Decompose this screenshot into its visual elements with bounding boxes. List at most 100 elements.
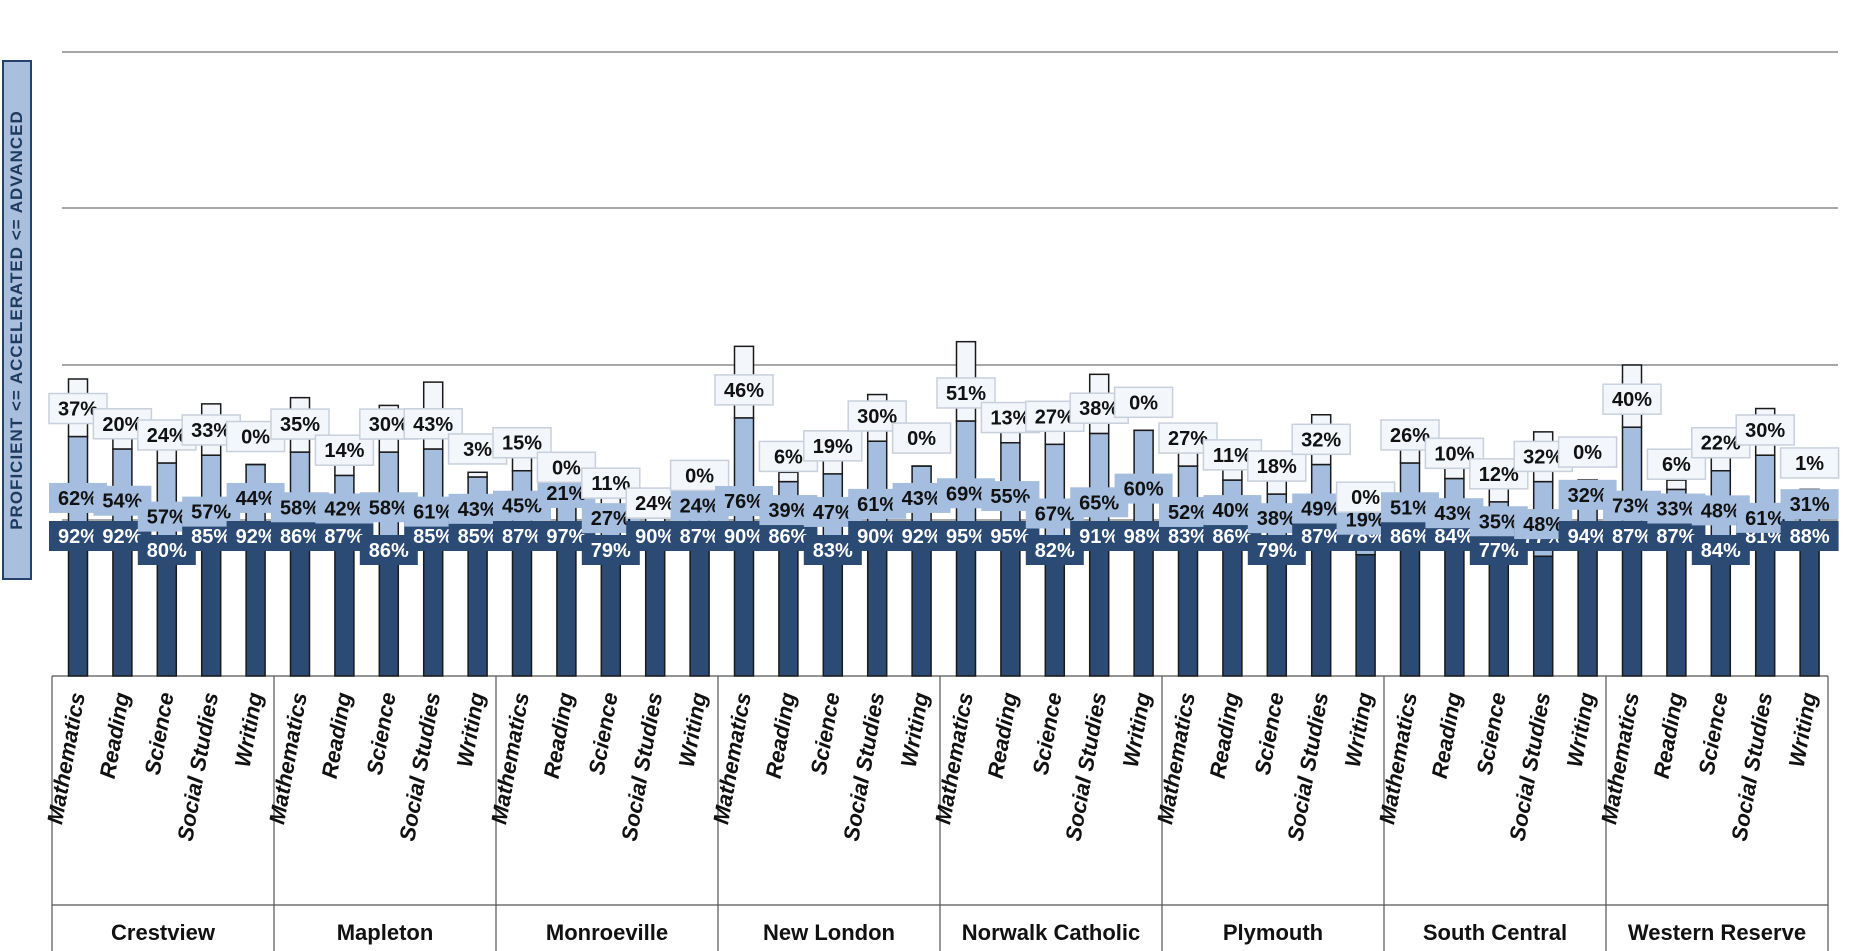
bar-proficient-monroeville-science <box>600 552 622 677</box>
svg-text:83%: 83% <box>813 540 853 562</box>
tick-label-new-london-mathematics: Mathematics <box>708 691 756 827</box>
bar-proficient-norwalk-catholic-science <box>1044 547 1066 677</box>
tick-label-norwalk-catholic-social-studies: Social Studies <box>1060 691 1111 843</box>
svg-text:77%: 77% <box>1479 540 1519 562</box>
bar-proficient-crestview-writing <box>245 532 266 677</box>
tick-label-norwalk-catholic-writing: Writing <box>1118 690 1156 769</box>
label-advanced-western-reserve-science: 22% <box>1691 426 1751 459</box>
group-label-norwalk-catholic: Norwalk Catholic <box>962 920 1140 945</box>
svg-text:19%: 19% <box>1346 510 1386 532</box>
bar-accelerated-norwalk-catholic-mathematics <box>955 420 977 530</box>
svg-text:30%: 30% <box>369 414 409 436</box>
label-advanced-western-reserve-social-studies: 30% <box>1735 414 1795 446</box>
bar-proficient-mapleton-writing <box>467 543 488 677</box>
bar-proficient-crestview-mathematics <box>67 532 89 677</box>
svg-text:84%: 84% <box>1701 540 1741 562</box>
svg-text:58%: 58% <box>280 497 320 519</box>
tick-label-south-central-science: Science <box>1472 691 1511 777</box>
svg-text:92%: 92% <box>902 526 942 548</box>
svg-text:73%: 73% <box>1612 496 1652 518</box>
svg-text:27%: 27% <box>591 508 631 530</box>
svg-text:49%: 49% <box>1301 499 1341 521</box>
svg-text:84%: 84% <box>1434 526 1474 548</box>
svg-text:83%: 83% <box>1168 526 1208 548</box>
svg-text:30%: 30% <box>857 406 897 428</box>
svg-text:90%: 90% <box>635 526 675 548</box>
svg-text:42%: 42% <box>324 499 364 521</box>
svg-text:87%: 87% <box>502 526 542 548</box>
svg-text:0%: 0% <box>907 428 936 450</box>
bar-proficient-plymouth-reading <box>1222 541 1243 677</box>
label-proficient-mapleton-reading: 87% <box>315 521 374 551</box>
tick-label-south-central-mathematics: Mathematics <box>1374 691 1422 827</box>
svg-text:15%: 15% <box>502 433 542 455</box>
bar-proficient-mapleton-social-studies <box>422 543 444 677</box>
svg-text:47%: 47% <box>813 502 853 524</box>
svg-text:80%: 80% <box>147 540 187 562</box>
svg-text:6%: 6% <box>774 446 803 468</box>
tick-label-monroeville-social-studies: Social Studies <box>616 691 667 843</box>
group-label-plymouth: Plymouth <box>1223 920 1323 945</box>
svg-text:32%: 32% <box>1301 429 1341 451</box>
label-advanced-norwalk-catholic-writing: 0% <box>1113 386 1174 419</box>
tick-label-mapleton-reading: Reading <box>317 690 357 780</box>
svg-text:65%: 65% <box>1079 492 1119 514</box>
svg-text:27%: 27% <box>1168 428 1208 450</box>
label-accelerated-plymouth-science: 38% <box>1247 503 1306 534</box>
tick-label-mapleton-social-studies: Social Studies <box>394 691 445 843</box>
bar-accelerated-norwalk-catholic-science <box>1044 443 1066 550</box>
tick-label-monroeville-reading: Reading <box>539 690 579 780</box>
svg-text:19%: 19% <box>813 436 853 458</box>
svg-text:43%: 43% <box>413 414 453 436</box>
bar-proficient-south-central-reading <box>1444 544 1465 677</box>
svg-text:13%: 13% <box>990 408 1030 430</box>
tick-label-crestview-writing: Writing <box>230 690 268 769</box>
svg-text:85%: 85% <box>458 526 498 548</box>
label-advanced-western-reserve-writing: 1% <box>1779 447 1840 479</box>
label-advanced-plymouth-science: 18% <box>1247 450 1307 482</box>
svg-text:43%: 43% <box>1434 503 1474 525</box>
tick-label-new-london-writing: Writing <box>896 690 934 769</box>
svg-text:38%: 38% <box>1079 398 1119 420</box>
svg-text:61%: 61% <box>1745 508 1785 530</box>
tick-label-plymouth-science: Science <box>1250 691 1289 777</box>
svg-text:11%: 11% <box>1213 445 1252 467</box>
svg-text:85%: 85% <box>413 526 453 548</box>
svg-text:21%: 21% <box>546 483 586 505</box>
svg-text:92%: 92% <box>236 526 276 548</box>
tick-label-mapleton-science: Science <box>362 691 401 777</box>
svg-text:43%: 43% <box>458 499 498 521</box>
svg-text:86%: 86% <box>1212 526 1252 548</box>
label-proficient-western-reserve-writing: 88% <box>1780 521 1839 551</box>
svg-text:24%: 24% <box>147 425 187 447</box>
tick-label-western-reserve-mathematics: Mathematics <box>1596 691 1644 827</box>
svg-text:12%: 12% <box>1479 464 1519 486</box>
bar-proficient-south-central-mathematics <box>1399 541 1421 677</box>
bar-proficient-norwalk-catholic-social-studies <box>1088 533 1110 677</box>
y-axis-title: PROFICIENT <= ACCELERATED <= ADVANCED <box>2 60 32 580</box>
svg-text:0%: 0% <box>552 457 581 479</box>
group-label-monroeville: Monroeville <box>546 920 668 945</box>
svg-text:38%: 38% <box>1257 508 1297 530</box>
svg-text:67%: 67% <box>1035 503 1075 525</box>
group-label-western-reserve: Western Reserve <box>1628 920 1806 945</box>
svg-text:88%: 88% <box>1790 526 1830 548</box>
svg-text:35%: 35% <box>1479 511 1519 533</box>
label-advanced-south-central-writing: 0% <box>1557 436 1618 468</box>
tick-label-norwalk-catholic-reading: Reading <box>983 690 1023 780</box>
svg-text:94%: 94% <box>1568 526 1608 548</box>
bar-proficient-western-reserve-reading <box>1666 539 1687 677</box>
label-advanced-new-london-mathematics: 46% <box>714 374 774 406</box>
bar-proficient-western-reserve-social-studies <box>1754 549 1776 677</box>
svg-text:18%: 18% <box>1257 456 1297 478</box>
bar-proficient-south-central-writing <box>1577 529 1598 677</box>
group-label-south-central: South Central <box>1423 920 1567 945</box>
tick-label-western-reserve-science: Science <box>1694 691 1733 777</box>
tick-label-mapleton-writing: Writing <box>452 690 490 769</box>
svg-text:87%: 87% <box>1612 526 1652 548</box>
svg-text:24%: 24% <box>635 493 675 515</box>
svg-text:95%: 95% <box>990 526 1030 548</box>
bar-proficient-new-london-mathematics <box>733 535 755 677</box>
bar-proficient-crestview-social-studies <box>200 543 222 677</box>
bar-proficient-south-central-science <box>1488 555 1510 677</box>
